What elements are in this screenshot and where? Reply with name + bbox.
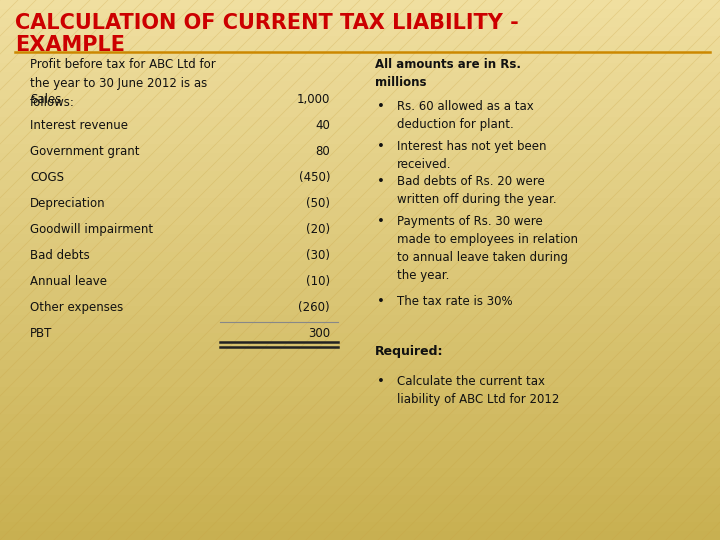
Text: COGS: COGS xyxy=(30,171,64,184)
Polygon shape xyxy=(0,405,720,414)
Text: Interest revenue: Interest revenue xyxy=(30,119,128,132)
Polygon shape xyxy=(0,459,720,468)
Text: Depreciation: Depreciation xyxy=(30,197,106,210)
Polygon shape xyxy=(0,18,720,27)
Text: Calculate the current tax
liability of ABC Ltd for 2012: Calculate the current tax liability of A… xyxy=(397,375,559,406)
Polygon shape xyxy=(0,342,720,351)
Text: •: • xyxy=(377,375,385,388)
Polygon shape xyxy=(0,504,720,513)
Text: PBT: PBT xyxy=(30,327,53,340)
Text: Required:: Required: xyxy=(375,345,444,358)
Polygon shape xyxy=(0,531,720,540)
Polygon shape xyxy=(0,333,720,342)
Polygon shape xyxy=(0,306,720,315)
Text: (450): (450) xyxy=(299,171,330,184)
Polygon shape xyxy=(0,36,720,45)
Polygon shape xyxy=(0,126,720,135)
Text: (10): (10) xyxy=(306,275,330,288)
Polygon shape xyxy=(0,189,720,198)
Text: •: • xyxy=(377,295,385,308)
Polygon shape xyxy=(0,0,720,9)
Polygon shape xyxy=(0,171,720,180)
Text: Other expenses: Other expenses xyxy=(30,301,123,314)
Polygon shape xyxy=(0,153,720,162)
Polygon shape xyxy=(0,72,720,81)
Polygon shape xyxy=(0,198,720,207)
Text: 40: 40 xyxy=(315,119,330,132)
Polygon shape xyxy=(0,369,720,378)
Polygon shape xyxy=(0,90,720,99)
Polygon shape xyxy=(0,279,720,288)
Polygon shape xyxy=(0,522,720,531)
Polygon shape xyxy=(0,162,720,171)
Polygon shape xyxy=(0,108,720,117)
Polygon shape xyxy=(0,441,720,450)
Polygon shape xyxy=(0,297,720,306)
Polygon shape xyxy=(0,216,720,225)
Polygon shape xyxy=(0,468,720,477)
Text: (30): (30) xyxy=(306,249,330,262)
Polygon shape xyxy=(0,432,720,441)
Polygon shape xyxy=(0,486,720,495)
Polygon shape xyxy=(0,117,720,126)
Text: (260): (260) xyxy=(298,301,330,314)
Polygon shape xyxy=(0,360,720,369)
Polygon shape xyxy=(0,234,720,243)
Polygon shape xyxy=(0,63,720,72)
Polygon shape xyxy=(0,81,720,90)
Polygon shape xyxy=(0,396,720,405)
Text: 1,000: 1,000 xyxy=(297,93,330,106)
Polygon shape xyxy=(0,324,720,333)
Text: Payments of Rs. 30 were
made to employees in relation
to annual leave taken duri: Payments of Rs. 30 were made to employee… xyxy=(397,215,578,282)
Polygon shape xyxy=(0,414,720,423)
Text: Sales: Sales xyxy=(30,93,61,106)
Polygon shape xyxy=(0,351,720,360)
Text: (50): (50) xyxy=(306,197,330,210)
Polygon shape xyxy=(0,207,720,216)
Text: CALCULATION OF CURRENT TAX LIABILITY -: CALCULATION OF CURRENT TAX LIABILITY - xyxy=(15,13,518,33)
Polygon shape xyxy=(0,27,720,36)
Text: Government grant: Government grant xyxy=(30,145,140,158)
Polygon shape xyxy=(0,9,720,18)
Text: •: • xyxy=(377,175,385,188)
Text: Annual leave: Annual leave xyxy=(30,275,107,288)
Polygon shape xyxy=(0,387,720,396)
Text: Rs. 60 allowed as a tax
deduction for plant.: Rs. 60 allowed as a tax deduction for pl… xyxy=(397,100,534,131)
Polygon shape xyxy=(0,495,720,504)
Polygon shape xyxy=(0,225,720,234)
Polygon shape xyxy=(0,45,720,54)
Text: •: • xyxy=(377,215,385,228)
Polygon shape xyxy=(0,513,720,522)
Text: 300: 300 xyxy=(308,327,330,340)
Text: 80: 80 xyxy=(315,145,330,158)
Polygon shape xyxy=(0,99,720,108)
Text: The tax rate is 30%: The tax rate is 30% xyxy=(397,295,513,308)
Polygon shape xyxy=(0,477,720,486)
Polygon shape xyxy=(0,270,720,279)
Polygon shape xyxy=(0,450,720,459)
Polygon shape xyxy=(0,54,720,63)
Polygon shape xyxy=(0,288,720,297)
Polygon shape xyxy=(0,261,720,270)
Text: •: • xyxy=(377,140,385,153)
Polygon shape xyxy=(0,144,720,153)
Text: EXAMPLE: EXAMPLE xyxy=(15,35,125,55)
Polygon shape xyxy=(0,243,720,252)
Text: Profit before tax for ABC Ltd for
the year to 30 June 2012 is as
follows:: Profit before tax for ABC Ltd for the ye… xyxy=(30,58,216,109)
Polygon shape xyxy=(0,252,720,261)
Text: (20): (20) xyxy=(306,223,330,236)
Text: Interest has not yet been
received.: Interest has not yet been received. xyxy=(397,140,546,171)
Text: Goodwill impairment: Goodwill impairment xyxy=(30,223,153,236)
Text: Bad debts: Bad debts xyxy=(30,249,90,262)
Polygon shape xyxy=(0,180,720,189)
Polygon shape xyxy=(0,423,720,432)
Polygon shape xyxy=(0,378,720,387)
Polygon shape xyxy=(0,315,720,324)
Text: All amounts are in Rs.
millions: All amounts are in Rs. millions xyxy=(375,58,521,89)
Polygon shape xyxy=(0,135,720,144)
Text: •: • xyxy=(377,100,385,113)
Text: Bad debts of Rs. 20 were
written off during the year.: Bad debts of Rs. 20 were written off dur… xyxy=(397,175,557,206)
